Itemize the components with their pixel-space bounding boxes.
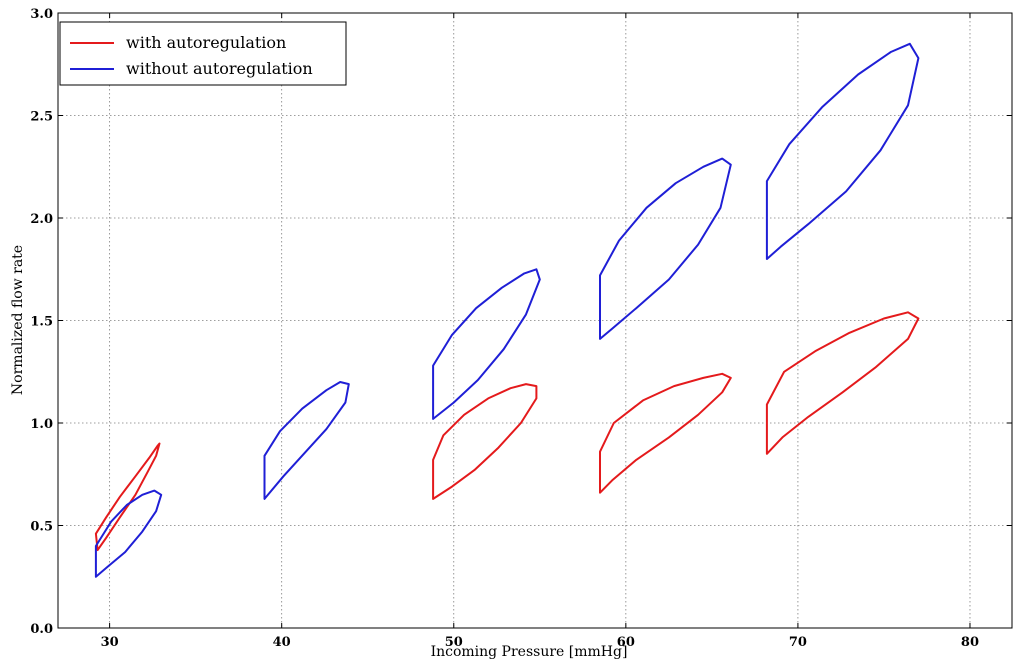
series-without-autoregulation-loop-4 [599,157,732,340]
x-tick-label: 70 [789,635,807,650]
series-with-autoregulation-loop-1 [94,442,161,552]
y-axis-label: Normalized flow rate [10,245,26,395]
series-layer [94,42,920,578]
series-without-autoregulation-loop-1 [94,489,163,578]
tick-layer: 30 40 50 60 70 80 0.0 0.5 1.0 1.5 2.0 2.5 3.0 [30,7,1012,650]
y-tick-label: 2.5 [30,110,53,125]
x-axis-label: Incoming Pressure [mmHg] [431,644,628,660]
x-tick-label: 60 [617,635,635,650]
x-tick-label: 30 [101,635,119,650]
x-tick-label: 80 [961,635,979,650]
y-tick-label: 2.0 [30,212,53,227]
y-tick-label: 1.5 [30,315,53,330]
y-tick-label: 1.0 [30,417,53,432]
series-without-autoregulation-loop-2 [263,381,350,500]
series-with-autoregulation-loop-4 [765,311,920,455]
y-tick-label: 0.5 [30,520,53,535]
y-tick-label: 0.0 [30,622,53,637]
x-tick-label: 50 [445,635,463,650]
legend-label-without-autoregulation: without autoregulation [126,59,313,78]
series-with-autoregulation-loop-2 [432,383,538,500]
x-tick-label: 40 [273,635,291,650]
series-without-autoregulation-loop-3 [432,268,541,420]
series-without-autoregulation-loop-5 [765,42,920,260]
legend-label-with-autoregulation: with autoregulation [126,33,286,52]
series-with-autoregulation-loop-3 [599,372,732,494]
legend: with autoregulation without autoregulati… [59,21,347,86]
y-tick-label: 3.0 [30,7,53,22]
legend-box [59,21,347,86]
grid-layer [58,12,1013,629]
